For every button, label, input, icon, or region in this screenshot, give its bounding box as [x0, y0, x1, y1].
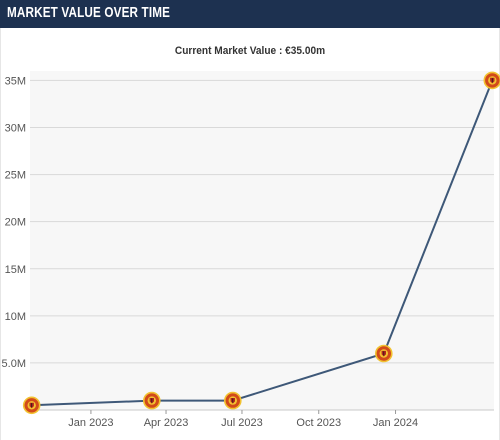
current-market-value-label: Current Market Value : €35.00m — [174, 45, 326, 57]
club-crest-icon[interactable] — [22, 396, 41, 415]
y-tick-label: 15M — [5, 264, 26, 276]
club-crest-icon[interactable] — [483, 71, 500, 90]
y-tick-label: 25M — [5, 170, 26, 182]
y-tick-label: 35M — [5, 75, 26, 87]
x-tick-label: Apr 2023 — [144, 417, 189, 429]
plot-area — [30, 71, 494, 410]
header-bar: MARKET VALUE OVER TIME — [0, 0, 500, 28]
section-title: MARKET VALUE OVER TIME — [7, 4, 171, 21]
y-tick-label: 10M — [5, 311, 26, 323]
y-tick-label: 5.0M — [2, 358, 26, 370]
y-tick-label: 20M — [5, 217, 26, 229]
x-tick-label: Jul 2023 — [221, 417, 263, 429]
x-tick-label: Jan 2024 — [373, 417, 418, 429]
club-crest-icon[interactable] — [143, 391, 161, 410]
club-crest-icon[interactable] — [374, 344, 393, 363]
club-crest-icon[interactable] — [224, 391, 242, 410]
x-tick-label: Oct 2023 — [296, 417, 341, 429]
y-tick-label: 30M — [5, 123, 26, 135]
x-tick-label: Jan 2023 — [68, 417, 113, 429]
